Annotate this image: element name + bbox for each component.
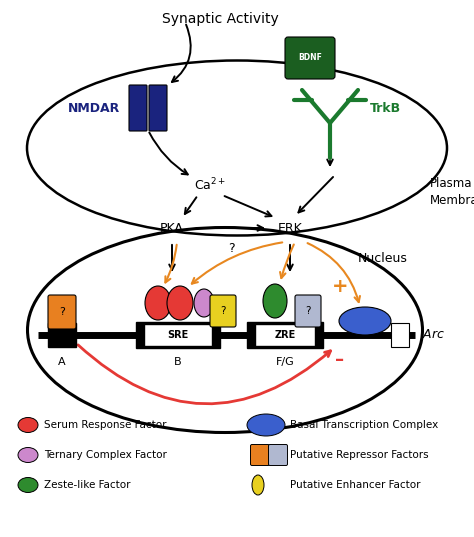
Text: Synaptic Activity: Synaptic Activity [162,12,278,26]
Ellipse shape [252,475,264,495]
Text: ERK: ERK [278,221,302,235]
Text: ZRE: ZRE [274,330,296,340]
Text: +: + [332,277,348,295]
Text: PKA: PKA [160,221,184,235]
FancyBboxPatch shape [144,324,212,346]
FancyBboxPatch shape [268,445,288,466]
Text: Ca$^{2+}$: Ca$^{2+}$ [194,177,226,193]
Text: B: B [174,357,182,367]
Text: Plasma
Membrane: Plasma Membrane [430,177,474,207]
Ellipse shape [167,286,193,320]
Ellipse shape [18,447,38,462]
Ellipse shape [339,307,391,335]
Text: TrkB: TrkB [370,101,401,114]
FancyBboxPatch shape [149,85,167,131]
Text: ?: ? [228,242,234,255]
Ellipse shape [263,284,287,318]
Ellipse shape [247,414,285,436]
Text: NMDAR: NMDAR [68,101,120,114]
Text: Basal Transcription Complex: Basal Transcription Complex [290,420,438,430]
Text: Serum Response Factor: Serum Response Factor [44,420,166,430]
Text: F/G: F/G [275,357,294,367]
Text: Ternary Complex Factor: Ternary Complex Factor [44,450,167,460]
Text: Putative Repressor Factors: Putative Repressor Factors [290,450,428,460]
FancyBboxPatch shape [250,445,270,466]
Text: ?: ? [59,307,65,317]
Text: BDNF: BDNF [298,54,322,62]
Text: ?: ? [305,306,311,316]
Text: Putative Enhancer Factor: Putative Enhancer Factor [290,480,420,490]
Text: Zeste-like Factor: Zeste-like Factor [44,480,130,490]
FancyBboxPatch shape [295,295,321,327]
Ellipse shape [194,289,214,317]
Text: A: A [58,357,66,367]
FancyBboxPatch shape [48,295,76,329]
Ellipse shape [18,417,38,432]
Ellipse shape [145,286,171,320]
FancyBboxPatch shape [48,323,76,347]
Text: SRE: SRE [167,330,189,340]
FancyBboxPatch shape [255,324,315,346]
Text: $\it{Arc}$: $\it{Arc}$ [422,329,445,342]
FancyBboxPatch shape [129,85,147,131]
Text: –: – [336,351,345,369]
FancyBboxPatch shape [391,323,409,347]
Ellipse shape [18,477,38,492]
FancyBboxPatch shape [247,322,323,348]
Text: ?: ? [220,306,226,316]
Text: Nucleus: Nucleus [358,251,408,265]
FancyBboxPatch shape [285,37,335,79]
FancyBboxPatch shape [210,295,236,327]
FancyBboxPatch shape [136,322,220,348]
